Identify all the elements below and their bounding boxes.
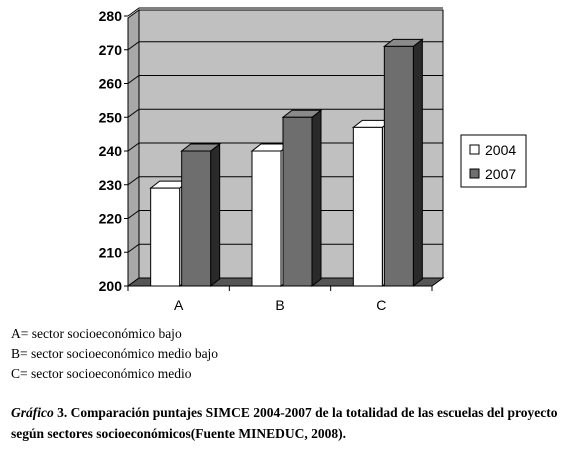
caption-number: 3. <box>57 405 68 420</box>
gridline-260 <box>127 75 443 84</box>
legend: 2004 2007 <box>460 134 527 188</box>
bar-front <box>352 126 383 287</box>
y-tick-label-270: 270 <box>99 42 123 58</box>
x-tick-label-C: C <box>376 297 386 313</box>
legend-swatch-2004 <box>469 144 480 155</box>
bar-front <box>181 150 212 287</box>
caption-text: Comparación puntajes SIMCE 2004-2007 de … <box>11 405 558 441</box>
y-tick-label-260: 260 <box>99 76 123 92</box>
legend-swatch-2007 <box>469 168 480 179</box>
y-tick-label-250: 250 <box>99 109 123 125</box>
bar-C-2007 <box>382 38 424 288</box>
y-tick-label-230: 230 <box>99 177 123 193</box>
gridline-220 <box>127 210 443 219</box>
gridline-240 <box>127 142 443 152</box>
bar-chart: 200 210 220 230 240 250 260 270 280 A B C 2004 2007 <box>99 7 527 313</box>
side-wall <box>127 9 140 287</box>
y-tick-label-240: 240 <box>99 143 123 159</box>
x-tick-label-A: A <box>174 297 184 313</box>
bar-A-2007 <box>180 142 222 288</box>
gridline-250 <box>127 108 443 118</box>
note-a: A= sector socioeconómico bajo <box>11 326 182 341</box>
gridline-230 <box>127 176 443 186</box>
bar-front <box>251 150 282 287</box>
bar-side <box>311 109 322 288</box>
y-tick-label-200: 200 <box>99 278 123 294</box>
note-b: B= sector socioeconómico medio bajo <box>11 346 219 361</box>
gridline-270 <box>127 41 443 51</box>
legend-label-2007: 2007 <box>485 166 516 182</box>
bar-side <box>412 38 423 288</box>
caption-label: Gráfico <box>11 405 54 420</box>
bar-B-2007 <box>281 109 323 288</box>
bar-front <box>383 45 414 287</box>
gridline-210 <box>127 243 443 253</box>
y-tick-label-210: 210 <box>99 244 123 260</box>
bar-side <box>210 142 221 288</box>
bar-front <box>150 187 181 287</box>
y-tick-label-220: 220 <box>99 211 123 227</box>
y-tick-label-280: 280 <box>99 8 123 24</box>
note-c: C= sector socioeconómico medio <box>11 366 192 381</box>
grid-lines <box>127 7 443 253</box>
figure-caption: Gráfico 3. Comparación puntajes SIMCE 20… <box>11 402 566 444</box>
legend-label-2004: 2004 <box>485 142 516 158</box>
x-tick-label-B: B <box>275 297 284 313</box>
gridline-280 <box>127 7 443 17</box>
bar-front <box>282 116 313 287</box>
